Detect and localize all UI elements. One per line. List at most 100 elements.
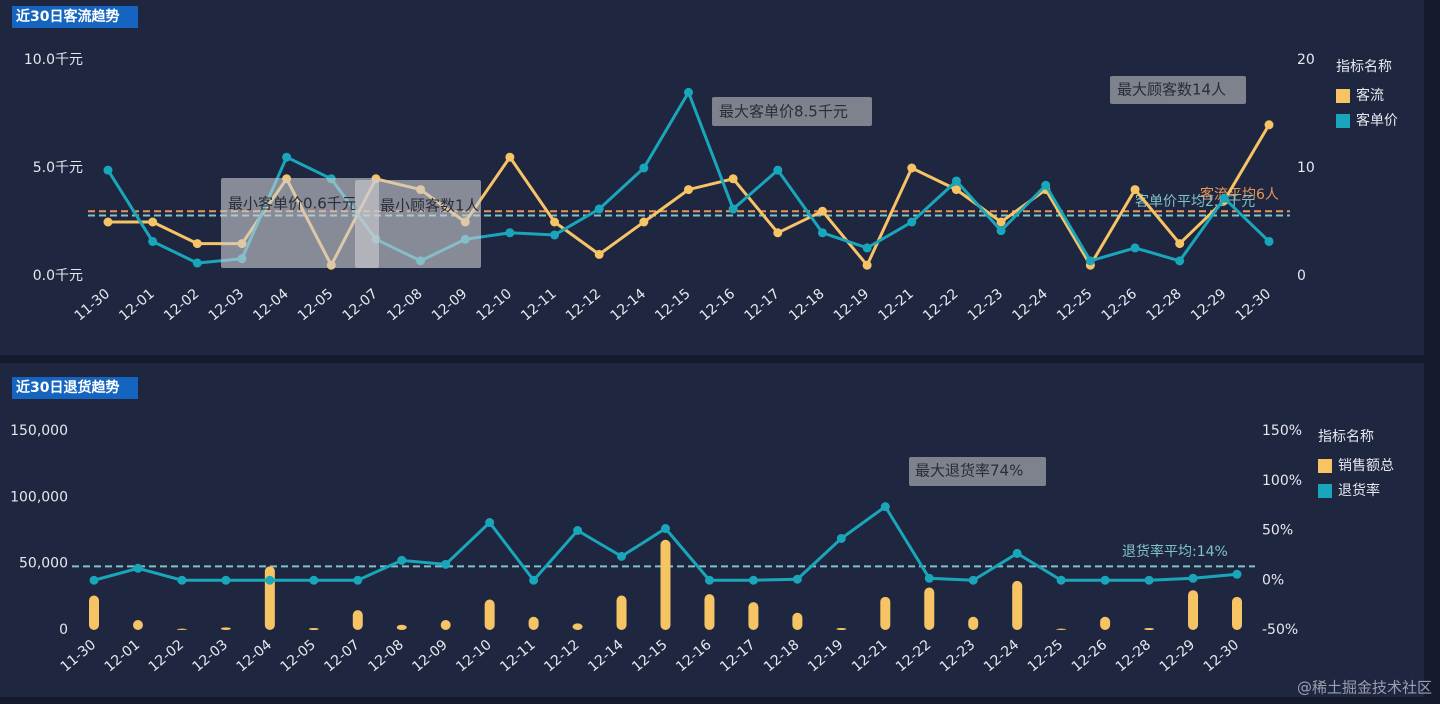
point <box>505 228 515 238</box>
annotation: 最小客单价0.6千元 <box>228 195 357 213</box>
y-tick-label: 10.0千元 <box>24 52 83 68</box>
point <box>1232 569 1242 579</box>
point <box>684 87 693 97</box>
point <box>862 243 872 253</box>
bar <box>352 610 363 630</box>
annotation-box <box>355 180 481 268</box>
y2-tick-label: 10 <box>1297 160 1315 176</box>
point <box>353 575 363 585</box>
point <box>1041 180 1051 190</box>
annotation-box <box>909 457 1046 486</box>
point <box>880 502 890 512</box>
point <box>177 575 187 585</box>
point <box>773 228 783 238</box>
point <box>1130 185 1140 195</box>
chart-title: 近30日客流趋势 <box>16 8 119 25</box>
point <box>684 185 693 195</box>
bar <box>89 595 99 630</box>
legend-swatch <box>1336 89 1350 103</box>
bar <box>792 612 803 630</box>
legend-swatch <box>1318 459 1332 473</box>
point <box>704 575 714 585</box>
y-tick-label: 150,000 <box>10 423 68 439</box>
bar <box>572 623 583 630</box>
point <box>550 217 560 227</box>
y2-tick-label: -50% <box>1262 622 1298 638</box>
panel <box>0 363 1424 697</box>
bar <box>132 620 143 630</box>
bar <box>924 587 935 630</box>
reference-label: 客流平均6人 <box>1200 186 1279 203</box>
title-badge <box>12 377 138 399</box>
bar <box>308 628 319 630</box>
y-tick-label: 5.0千元 <box>33 160 83 176</box>
point <box>617 551 627 561</box>
y2-tick-label: 150% <box>1262 423 1302 439</box>
point <box>192 258 202 268</box>
bar <box>176 628 187 630</box>
bar <box>836 628 847 630</box>
legend-swatch <box>1318 484 1332 498</box>
point <box>148 217 158 227</box>
point <box>748 575 758 585</box>
annotation: 最大顾客数14人 <box>1117 81 1226 99</box>
point <box>89 575 99 585</box>
point <box>792 574 802 584</box>
point <box>309 575 319 585</box>
legend-label: 客流 <box>1356 87 1384 104</box>
point <box>148 236 158 246</box>
point <box>1100 575 1110 585</box>
legend-title: 指标名称 <box>1318 429 1374 445</box>
annotation-box <box>1110 76 1246 104</box>
legend-title: 指标名称 <box>1336 59 1392 75</box>
point <box>817 206 827 216</box>
point <box>968 575 978 585</box>
point <box>133 563 143 573</box>
point <box>1056 575 1066 585</box>
legend-swatch <box>1336 114 1350 128</box>
bar <box>1100 616 1111 630</box>
point <box>1175 239 1185 249</box>
point <box>265 575 275 585</box>
point <box>639 217 649 227</box>
point <box>529 575 539 585</box>
point <box>907 163 917 173</box>
annotation-box <box>221 178 379 268</box>
bar <box>616 595 627 630</box>
point <box>661 524 670 534</box>
legend-label: 销售额总 <box>1338 458 1394 474</box>
bar <box>1012 580 1023 630</box>
point <box>728 174 738 184</box>
y-tick-label: 50,000 <box>19 556 68 572</box>
y2-tick-label: 0% <box>1262 572 1284 588</box>
point <box>282 152 292 162</box>
point <box>103 165 113 175</box>
point <box>1188 573 1198 583</box>
point <box>924 573 934 583</box>
point <box>907 217 917 227</box>
point <box>103 217 113 227</box>
point <box>728 204 738 214</box>
point <box>817 228 827 238</box>
point <box>441 559 451 569</box>
chart-title: 近30日退货趋势 <box>16 379 119 396</box>
point <box>836 533 846 543</box>
bar <box>1056 628 1067 630</box>
annotation: 最大客单价8.5千元 <box>719 103 848 121</box>
y-tick-label: 0 <box>59 622 68 638</box>
point <box>485 518 495 528</box>
y2-tick-label: 20 <box>1297 52 1315 68</box>
annotation-box <box>712 97 872 126</box>
point <box>1085 256 1095 266</box>
legend-label: 退货率 <box>1338 482 1380 499</box>
bar <box>440 620 451 630</box>
point <box>862 260 872 270</box>
bar <box>1144 628 1155 630</box>
bar <box>220 627 231 630</box>
title-badge <box>12 6 138 28</box>
annotation: 最大退货率74% <box>915 462 1023 480</box>
point <box>996 217 1006 227</box>
bar <box>968 616 979 630</box>
bar <box>484 599 495 630</box>
